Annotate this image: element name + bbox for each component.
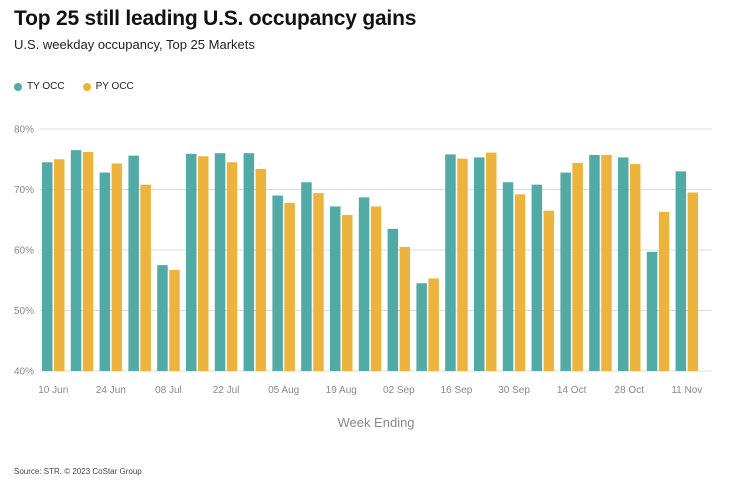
bar-py[interactable] [255, 168, 267, 371]
y-tick-label: 40% [14, 367, 34, 378]
source-note: Source: STR. © 2023 CoStar Group [14, 467, 142, 476]
x-tick-label: 24 Jun [96, 385, 126, 396]
bar-py[interactable] [111, 163, 123, 371]
bar-py[interactable] [198, 156, 209, 371]
bar-py[interactable] [313, 193, 324, 371]
bar-py[interactable] [514, 194, 526, 371]
bar-ty[interactable] [186, 153, 197, 371]
x-tick-label: 14 Oct [557, 385, 587, 396]
legend-swatch-py [82, 82, 91, 91]
bar-py[interactable] [687, 192, 699, 371]
bar-ty[interactable] [502, 182, 514, 371]
bar-py[interactable] [54, 159, 65, 371]
bar-py[interactable] [399, 246, 411, 371]
bar-py[interactable] [169, 269, 180, 371]
bar-py[interactable] [457, 158, 468, 371]
bar-py[interactable] [82, 151, 94, 371]
chart-title: Top 25 still leading U.S. occupancy gain… [14, 7, 417, 30]
bar-ty[interactable] [646, 251, 658, 371]
bar-py[interactable] [342, 214, 353, 371]
bar-ty[interactable] [560, 172, 571, 371]
bar-py[interactable] [284, 202, 295, 371]
y-tick-label: 60% [14, 246, 34, 257]
x-tick-label: 30 Sep [498, 385, 530, 396]
x-tick-label: 10 Jun [38, 385, 68, 396]
bar-ty[interactable] [589, 155, 600, 371]
bar-ty[interactable] [70, 150, 82, 371]
legend-swatch-ty [14, 82, 22, 91]
bar-ty[interactable] [416, 283, 427, 371]
legend-item-ty[interactable]: TY OCC [14, 81, 65, 92]
bar-ty[interactable] [128, 155, 139, 371]
bar-py[interactable] [572, 162, 583, 371]
bar-py[interactable] [140, 184, 151, 371]
legend-label-ty: TY OCC [27, 81, 65, 92]
x-tick-label: 02 Sep [383, 385, 415, 396]
x-tick-label: 11 Nov [671, 385, 702, 396]
chart-subtitle: U.S. weekday occupancy, Top 25 Markets [14, 37, 255, 52]
x-axis-title: Week Ending [337, 415, 414, 430]
bar-py[interactable] [543, 210, 555, 371]
bar-ty[interactable] [387, 228, 399, 371]
bar-ty[interactable] [474, 157, 485, 371]
x-tick-label: 05 Aug [268, 385, 299, 396]
x-tick-label: 16 Sep [441, 385, 473, 396]
x-tick-label: 19 Aug [326, 385, 357, 396]
bar-ty[interactable] [272, 195, 283, 371]
x-tick-label: 28 Oct [615, 385, 645, 396]
x-tick-label: 22 Jul [213, 385, 240, 396]
x-tick-label: 08 Jul [155, 385, 182, 396]
bar-ty[interactable] [99, 172, 111, 371]
bar-ty[interactable] [301, 182, 312, 371]
bar-py[interactable] [370, 206, 382, 371]
bar-ty[interactable] [531, 184, 543, 371]
bar-py[interactable] [630, 164, 641, 371]
bar-ty[interactable] [358, 197, 370, 371]
bar-py[interactable] [428, 278, 439, 371]
bar-py[interactable] [658, 211, 670, 371]
y-tick-label: 50% [14, 306, 34, 317]
y-tick-label: 80% [14, 125, 34, 136]
bar-py[interactable] [486, 152, 497, 371]
bar-py[interactable] [226, 162, 238, 371]
legend-label-py: PY OCC [95, 81, 134, 92]
bar-ty[interactable] [675, 171, 687, 371]
bar-ty[interactable] [214, 153, 226, 371]
bar-ty[interactable] [618, 157, 629, 371]
bar-ty[interactable] [42, 162, 53, 371]
bar-ty[interactable] [243, 153, 255, 371]
legend-item-py[interactable]: PY OCC [82, 81, 134, 92]
bar-ty[interactable] [330, 206, 341, 371]
bar-ty[interactable] [157, 265, 168, 371]
bar-py[interactable] [601, 155, 612, 371]
bar-ty[interactable] [445, 154, 456, 371]
legend: TY OCC PY OCC [14, 81, 152, 92]
y-tick-label: 70% [14, 185, 34, 196]
